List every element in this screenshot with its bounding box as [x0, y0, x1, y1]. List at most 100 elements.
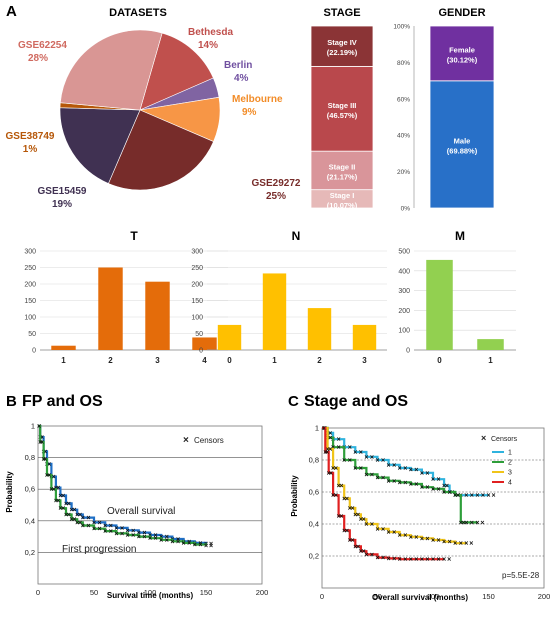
fp-os-censor-mark: ×: [109, 523, 113, 530]
fp-os-censor-mark: ×: [92, 526, 96, 533]
stage-os-censor-mark: ×: [364, 472, 368, 479]
stage-os-censor-mark: ×: [381, 458, 385, 465]
fp-os-censor-mark: ×: [47, 461, 51, 468]
stage-os-censor-mark: ×: [353, 450, 357, 457]
stage-os-censor-mark: ×: [480, 520, 484, 527]
stage-os-censor-mark: ×: [331, 493, 335, 500]
stage-os-censor-mark: ×: [348, 458, 352, 465]
stage-pct-stage-ii: (21.17%): [327, 172, 358, 181]
stage-os-censor-mark: ×: [442, 539, 446, 546]
stage-label-stage-i: Stage I: [330, 191, 355, 200]
stage-os-censor-mark: ×: [364, 552, 368, 559]
stage-segment-stage-iv: [310, 25, 374, 67]
n-bar-3: [352, 324, 377, 350]
stage-os-censor-mark: ×: [442, 557, 446, 564]
stage-os-censor-mark: ×: [469, 541, 473, 548]
stage-os-censor-mark: ×: [342, 528, 346, 535]
fp-os-censor-mark: ×: [75, 520, 79, 527]
fp-os-censor-mark: ×: [61, 506, 65, 513]
stage-os-censor-mark: ×: [359, 466, 363, 473]
n-x-tick-label: 1: [272, 356, 277, 365]
stage-pct-stage-iii: (46.57%): [327, 111, 358, 120]
stage-os-censor-mark: ×: [387, 478, 391, 485]
stage-os-series-line: [322, 426, 467, 545]
stage-os-censor-mark: ×: [437, 477, 441, 484]
stage-os-censor-mark: ×: [425, 470, 429, 477]
fp-os-censor-mark: ×: [148, 536, 152, 543]
stage-os-censor-mark: ×: [409, 482, 413, 489]
fp-os-censor-mark: ×: [43, 457, 47, 464]
panel-label-a: A: [6, 3, 17, 20]
fp-os-censor-mark: ×: [72, 517, 76, 524]
stage-os-censor-mark: ×: [359, 549, 363, 556]
stage-os-censor-mark: ×: [323, 450, 327, 457]
stage-os-y-tick-label: 0,2: [309, 552, 319, 561]
fp-os-x-tick-label: 0: [36, 588, 40, 597]
stage-os-censor-mark: ×: [339, 514, 343, 521]
stage-os-censor-mark: ×: [456, 493, 460, 500]
stage-os-legend-label-2: 2: [508, 460, 512, 467]
stage-os-series-line: [322, 426, 445, 561]
stage-os-censor-mark: ×: [356, 544, 360, 551]
n-bar-1: [262, 273, 287, 350]
stage-os-censor-mark: ×: [375, 555, 379, 562]
fp-os-survival-plot: 0,20,40,60,810 50 100 150 200×××××××××××××××…: [25, 422, 269, 598]
fp-os-censor-mark: ×: [120, 531, 124, 538]
fp-os-censor-mark: ×: [98, 520, 102, 527]
gender-label-male: Male: [454, 136, 471, 145]
stage-os-censor-mark: ×: [409, 557, 413, 564]
fp-os-censor-mark: ×: [137, 530, 141, 537]
stage-os-censor-mark: ×: [431, 557, 435, 564]
fp-os-series-line: [38, 424, 208, 544]
fp-os-censor-mark: ×: [131, 533, 135, 540]
t-x-tick-label: 3: [155, 356, 160, 365]
stage-os-censor-mark: ×: [328, 446, 332, 453]
stage-os-censor-mark: ×: [326, 446, 330, 453]
datasets-title: DATASETS: [109, 7, 167, 19]
fp-os-censor-mark: ×: [78, 512, 82, 519]
stage-os-x-tick-label: 200: [538, 592, 550, 601]
stage-os-legend-label-1: 1: [508, 450, 512, 457]
panel-label-b: B: [6, 393, 17, 410]
stage-os-censor-mark: ×: [339, 483, 343, 490]
t-y-tick-label: 100: [24, 315, 36, 322]
pie-percent-gse15459: 19%: [52, 199, 72, 210]
stage-os-censor-mark: ×: [362, 549, 366, 556]
stage-os-censor-mark: ×: [337, 483, 341, 490]
t-y-tick-label: 50: [28, 331, 36, 338]
fp-os-censor-mark: ×: [92, 520, 96, 527]
pie-label-gse38749: GSE38749: [6, 131, 55, 142]
stage-os-censor-mark: ×: [348, 445, 352, 452]
stage-os-censor-mark: ×: [328, 430, 332, 437]
stage-os-censor-mark: ×: [398, 466, 402, 473]
stage-os-censor-mark: ×: [392, 478, 396, 485]
fp-os-censor-mark: ×: [81, 523, 85, 530]
stage-os-censor-mark: ×: [420, 536, 424, 543]
pie-slice-gse62254: [60, 29, 163, 111]
fp-os-censor-mark: ×: [67, 512, 71, 519]
m-y-tick-label: 300: [398, 288, 410, 295]
stage-os-censor-mark: ×: [322, 426, 326, 433]
fp-os-censor-mark: ×: [75, 512, 79, 519]
n-y-tick-label: 0: [199, 348, 203, 355]
t-x-tick-label: 4: [202, 356, 207, 365]
fp-os-censor-mark: ×: [137, 534, 141, 541]
stage-os-censor-mark: ×: [448, 539, 452, 546]
fp-os-censor-mark: ×: [204, 543, 208, 550]
stage-os-censor-mark: ×: [437, 486, 441, 493]
fp-os-censor-mark: ×: [176, 539, 180, 546]
pie-percent-gse62254: 28%: [28, 53, 48, 64]
stage-os-censor-mark: ×: [364, 522, 368, 529]
fp-os-censor-mark: ×: [54, 498, 58, 505]
gender-y-tick-label: 40%: [397, 133, 410, 140]
t-x-tick-label: 2: [108, 356, 113, 365]
stage-os-censor-mark: ×: [475, 520, 479, 527]
m-y-tick-label: 100: [398, 328, 410, 335]
stage-os-censor-mark: ×: [334, 466, 338, 473]
stage-os-censor-mark: ×: [414, 482, 418, 489]
stage-os-x-tick-label: 100: [427, 592, 440, 601]
fp-os-censor-mark: ×: [103, 523, 107, 530]
n-y-tick-label: 100: [191, 315, 203, 322]
fp-os-censor-mark: ×: [187, 540, 191, 547]
pie-label-berlin: Berlin: [224, 60, 252, 71]
